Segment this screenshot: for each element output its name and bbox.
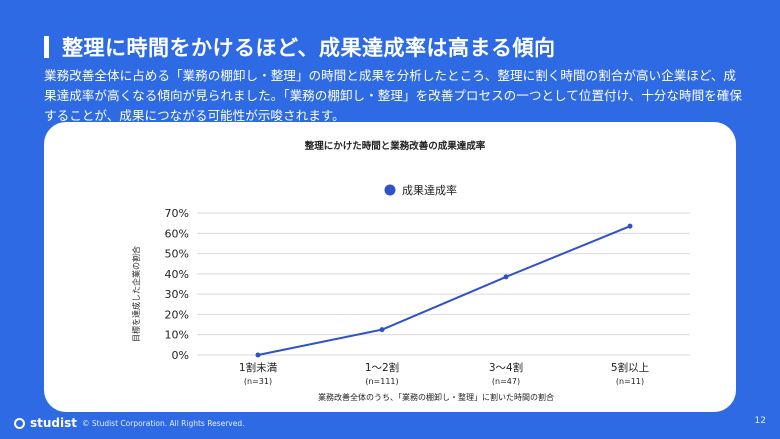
y-tick-label: 30% [165, 288, 189, 301]
chart-title: 整理にかけた時間と業務改善の成果達成率 [304, 140, 486, 152]
x-tick-sample-size: (n=47) [492, 377, 520, 386]
page-number: 12 [754, 416, 766, 426]
y-tick-label: 0% [172, 349, 189, 362]
data-series [255, 223, 633, 358]
chart-card: 整理にかけた時間と業務改善の成果達成率 成果達成率 目標を達成した企業の割合 0… [44, 122, 736, 412]
x-tick-sample-size: (n=11) [616, 377, 644, 386]
x-tick-label: 1割未満 [239, 361, 278, 374]
series-line [257, 225, 631, 356]
y-tick-label: 70% [165, 207, 189, 220]
x-tick-labels: 1割未満 (n=31) 1〜2割 (n=111) 3〜4割 (n=47) 5割以上 (n=11… [239, 361, 649, 386]
x-tick-label: 5割以上 [611, 361, 649, 374]
y-tick-label: 60% [165, 227, 189, 240]
y-tick-label: 40% [165, 268, 189, 281]
x-tick-sample-size: (n=111) [365, 377, 398, 386]
grid-lines [197, 212, 690, 356]
y-tick-label: 20% [165, 308, 189, 321]
data-point [503, 274, 509, 280]
logo-text: studist [30, 416, 78, 430]
data-point [379, 327, 385, 333]
x-tick-label: 1〜2割 [365, 361, 399, 374]
line-chart: 整理にかけた時間と業務改善の成果達成率 成果達成率 目標を達成した企業の割合 0… [131, 140, 690, 402]
x-axis-label: 業務改善全体のうち、「業務の棚卸し・整理」に割いた時間の割合 [318, 392, 554, 402]
copyright: © Studist Corporation. All Rights Reserv… [82, 419, 245, 428]
legend-label: 成果達成率 [402, 183, 457, 197]
data-point [627, 223, 633, 229]
studist-logo: studist [14, 416, 77, 430]
title-accent-bar [44, 36, 49, 58]
x-tick-label: 3〜4割 [489, 361, 523, 374]
y-tick-label: 10% [165, 329, 189, 342]
y-tick-labels: 0% 10% 20% 30% 40% 50% 60% 70% [165, 207, 189, 362]
slide-title: 整理に時間をかけるほど、成果達成率は高まる傾向 [62, 36, 556, 60]
y-tick-label: 50% [165, 248, 189, 261]
x-tick-sample-size: (n=31) [244, 377, 272, 386]
legend-marker [384, 184, 396, 196]
slide-description: 業務改善全体に占める「業務の棚卸し・整理」の時間と成果を分析したところ、整理に割… [44, 68, 742, 123]
y-axis-label: 目標を達成した企業の割合 [131, 246, 141, 342]
logo-mark-icon [14, 417, 25, 429]
data-point [255, 352, 261, 358]
